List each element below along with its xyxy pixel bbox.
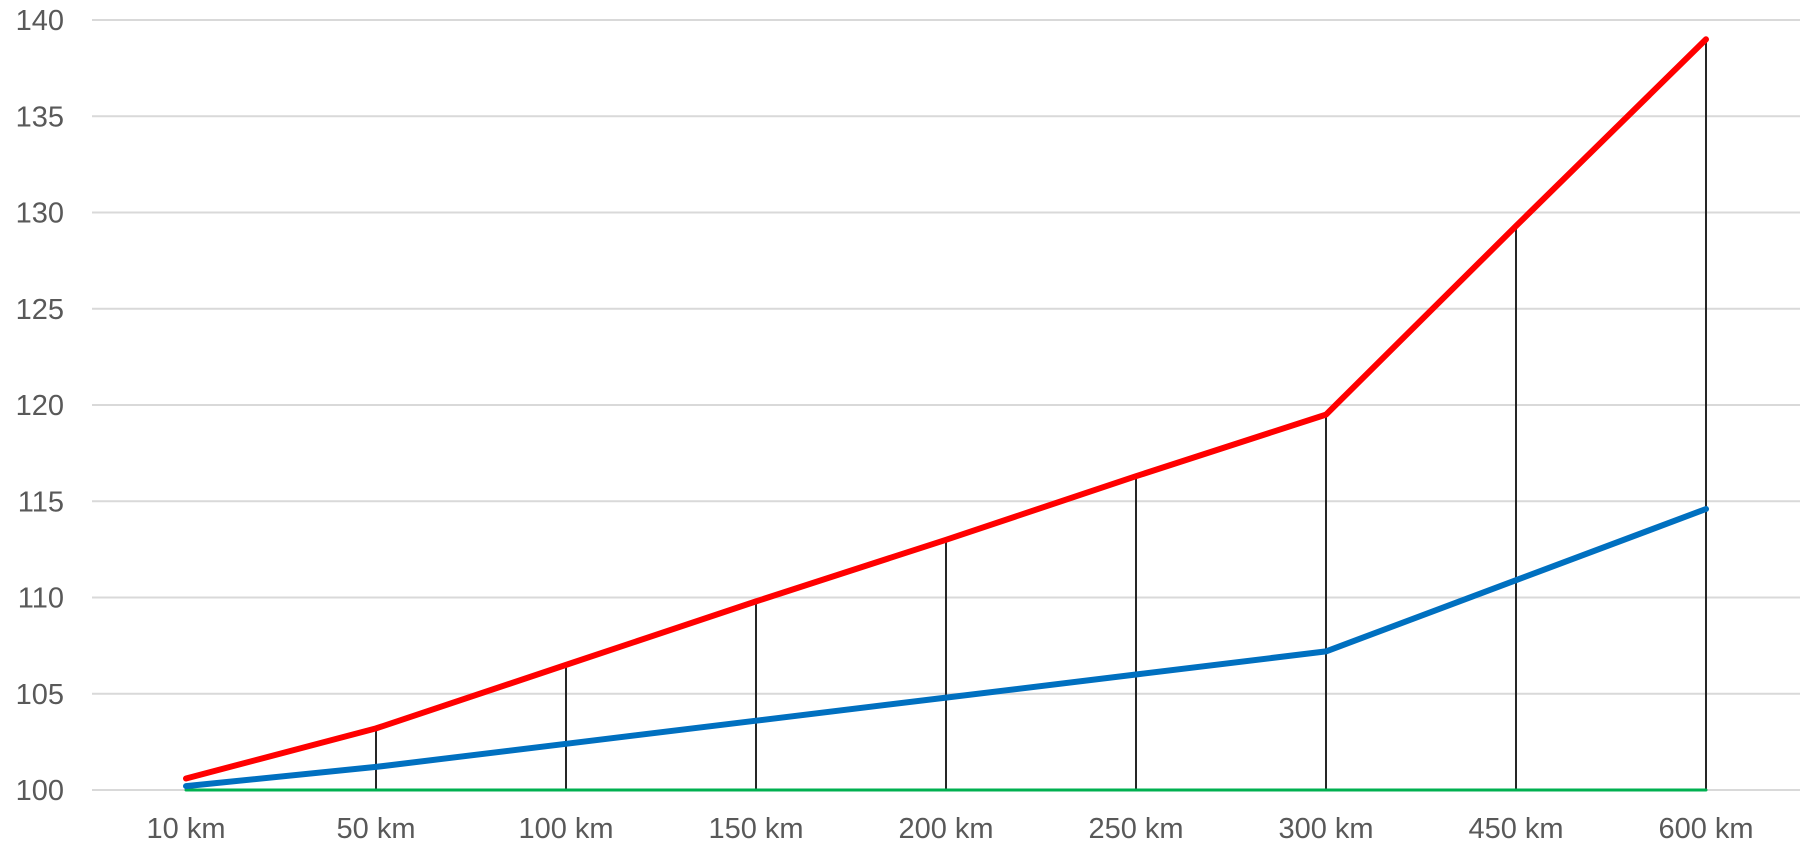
x-tick-label: 200 km — [898, 813, 993, 845]
y-tick-label: 140 — [16, 5, 64, 37]
y-tick-label: 125 — [16, 294, 64, 326]
x-tick-label: 300 km — [1278, 813, 1373, 845]
series-line-2 — [183, 506, 1709, 790]
y-tick-label: 120 — [16, 390, 64, 422]
y-tick-label: 105 — [16, 679, 64, 711]
gridlines — [92, 19, 1800, 791]
x-axis-tick-labels: 10 km 50 km 100 km 150 km 200 km 250 km 300 km… — [147, 813, 1754, 845]
y-tick-label: 130 — [16, 198, 64, 230]
x-tick-label: 50 km — [337, 813, 416, 845]
y-axis-tick-labels: 100 105 110 115 120 125 130 135 140 — [16, 5, 64, 807]
drop-lines — [375, 39, 1707, 790]
y-tick-label: 135 — [16, 101, 64, 133]
x-tick-label: 250 km — [1088, 813, 1183, 845]
y-tick-label: 115 — [18, 486, 64, 518]
x-tick-label: 100 km — [518, 813, 613, 845]
x-tick-label: 450 km — [1468, 813, 1563, 845]
series-lines — [183, 36, 1709, 792]
x-tick-label: 10 km — [147, 813, 226, 845]
x-tick-label: 600 km — [1658, 813, 1753, 845]
series-line-1 — [183, 36, 1709, 782]
y-tick-label: 100 — [16, 775, 64, 807]
y-tick-label: 110 — [18, 583, 64, 615]
x-tick-label: 150 km — [708, 813, 803, 845]
